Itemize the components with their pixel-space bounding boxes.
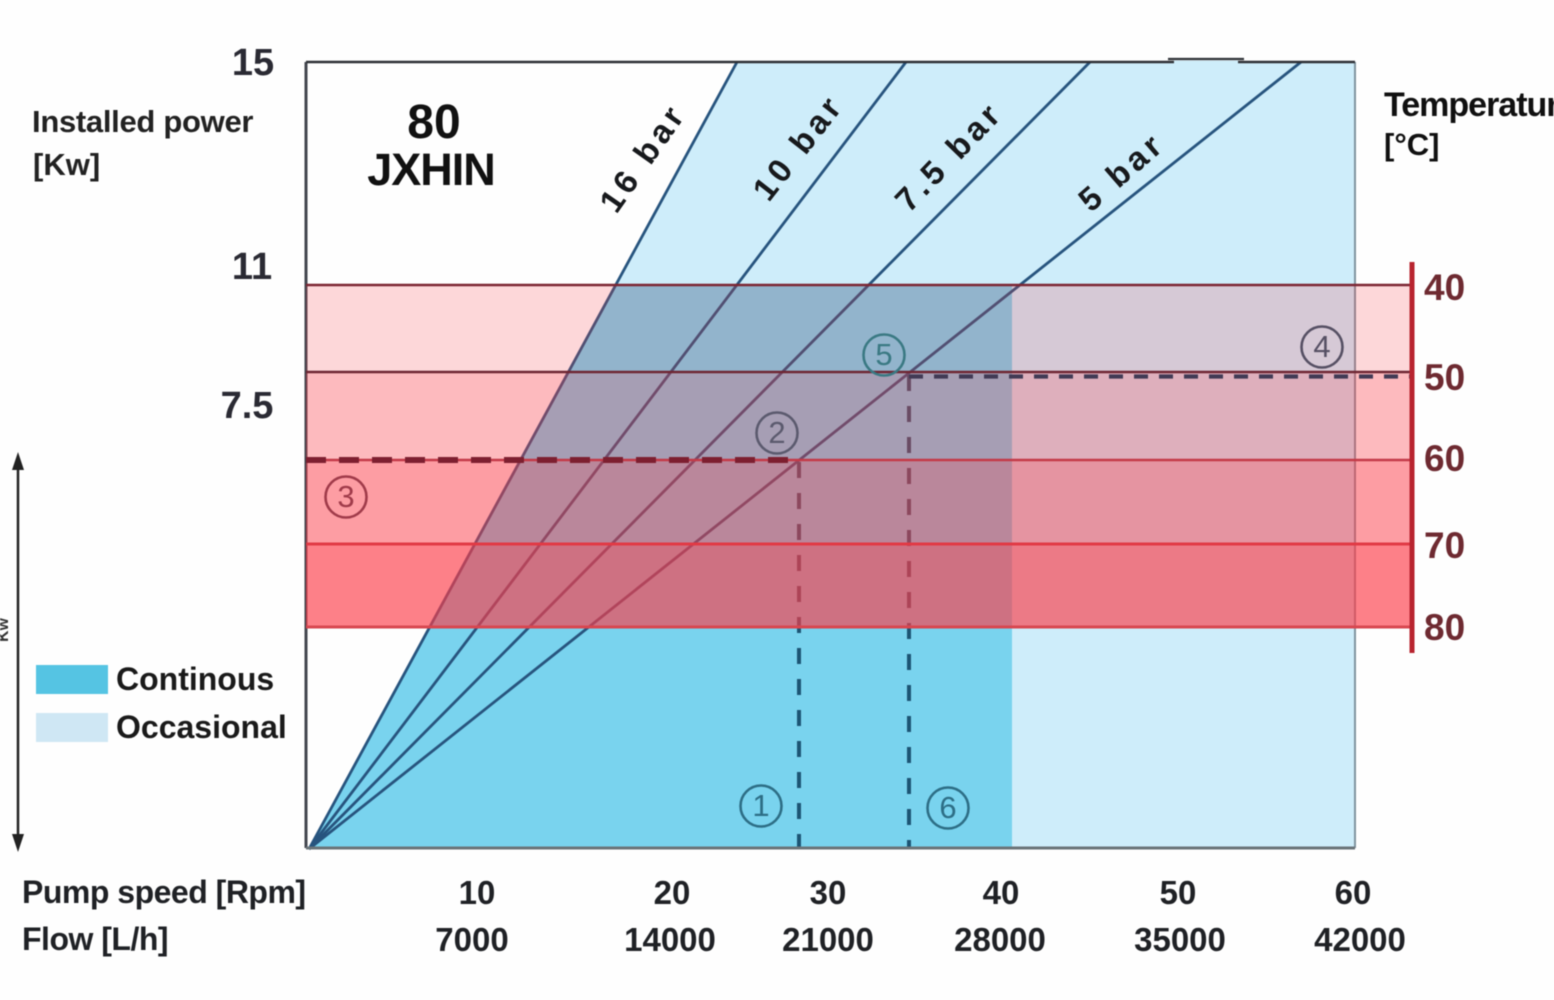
svg-text:70: 70 — [1424, 525, 1465, 566]
svg-text:10: 10 — [459, 874, 496, 911]
svg-text:[Kw]: [Kw] — [33, 147, 100, 182]
svg-text:30: 30 — [810, 874, 847, 911]
svg-text:2: 2 — [768, 415, 785, 450]
svg-text:3: 3 — [337, 479, 354, 514]
svg-text:Kw: Kw — [0, 617, 12, 642]
svg-text:11: 11 — [232, 246, 272, 288]
svg-text:Occasional: Occasional — [116, 709, 287, 745]
svg-text:7.5: 7.5 — [221, 385, 274, 427]
svg-text:Temperatur: Temperatur — [1384, 86, 1554, 124]
svg-text:60: 60 — [1424, 438, 1465, 479]
svg-text:60: 60 — [1335, 874, 1372, 911]
svg-text:80: 80 — [1424, 607, 1465, 648]
svg-text:50: 50 — [1160, 874, 1197, 911]
svg-text:6: 6 — [939, 790, 956, 825]
svg-text:40: 40 — [1424, 267, 1465, 308]
svg-text:JXHIN: JXHIN — [367, 144, 495, 195]
svg-text:7000: 7000 — [435, 921, 508, 958]
svg-text:50: 50 — [1424, 357, 1465, 398]
svg-text:42000: 42000 — [1314, 921, 1406, 958]
svg-text:5: 5 — [875, 337, 892, 372]
svg-text:4: 4 — [1313, 329, 1330, 364]
svg-text:20: 20 — [654, 874, 691, 911]
svg-text:[°C]: [°C] — [1384, 127, 1439, 162]
svg-text:40: 40 — [983, 874, 1020, 911]
svg-text:Installed power: Installed power — [32, 104, 253, 139]
svg-text:80: 80 — [407, 96, 460, 149]
svg-text:Pump speed [Rpm]: Pump speed [Rpm] — [22, 874, 306, 910]
svg-text:1: 1 — [752, 788, 769, 823]
svg-text:21000: 21000 — [782, 921, 874, 958]
svg-text:Flow [L/h]: Flow [L/h] — [22, 921, 168, 957]
svg-text:14000: 14000 — [624, 921, 716, 958]
svg-text:35000: 35000 — [1134, 921, 1226, 958]
svg-text:Continous: Continous — [116, 661, 274, 697]
svg-text:28000: 28000 — [954, 921, 1046, 958]
svg-text:15: 15 — [232, 42, 274, 84]
